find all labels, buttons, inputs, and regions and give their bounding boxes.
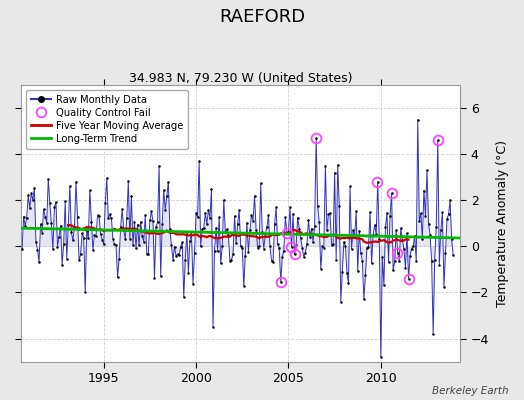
Text: Berkeley Earth: Berkeley Earth bbox=[432, 386, 508, 396]
Y-axis label: Temperature Anomaly (°C): Temperature Anomaly (°C) bbox=[496, 140, 509, 307]
Title: 34.983 N, 79.230 W (United States): 34.983 N, 79.230 W (United States) bbox=[129, 72, 352, 85]
Legend: Raw Monthly Data, Quality Control Fail, Five Year Moving Average, Long-Term Tren: Raw Monthly Data, Quality Control Fail, … bbox=[26, 90, 188, 149]
Text: RAEFORD: RAEFORD bbox=[219, 8, 305, 26]
